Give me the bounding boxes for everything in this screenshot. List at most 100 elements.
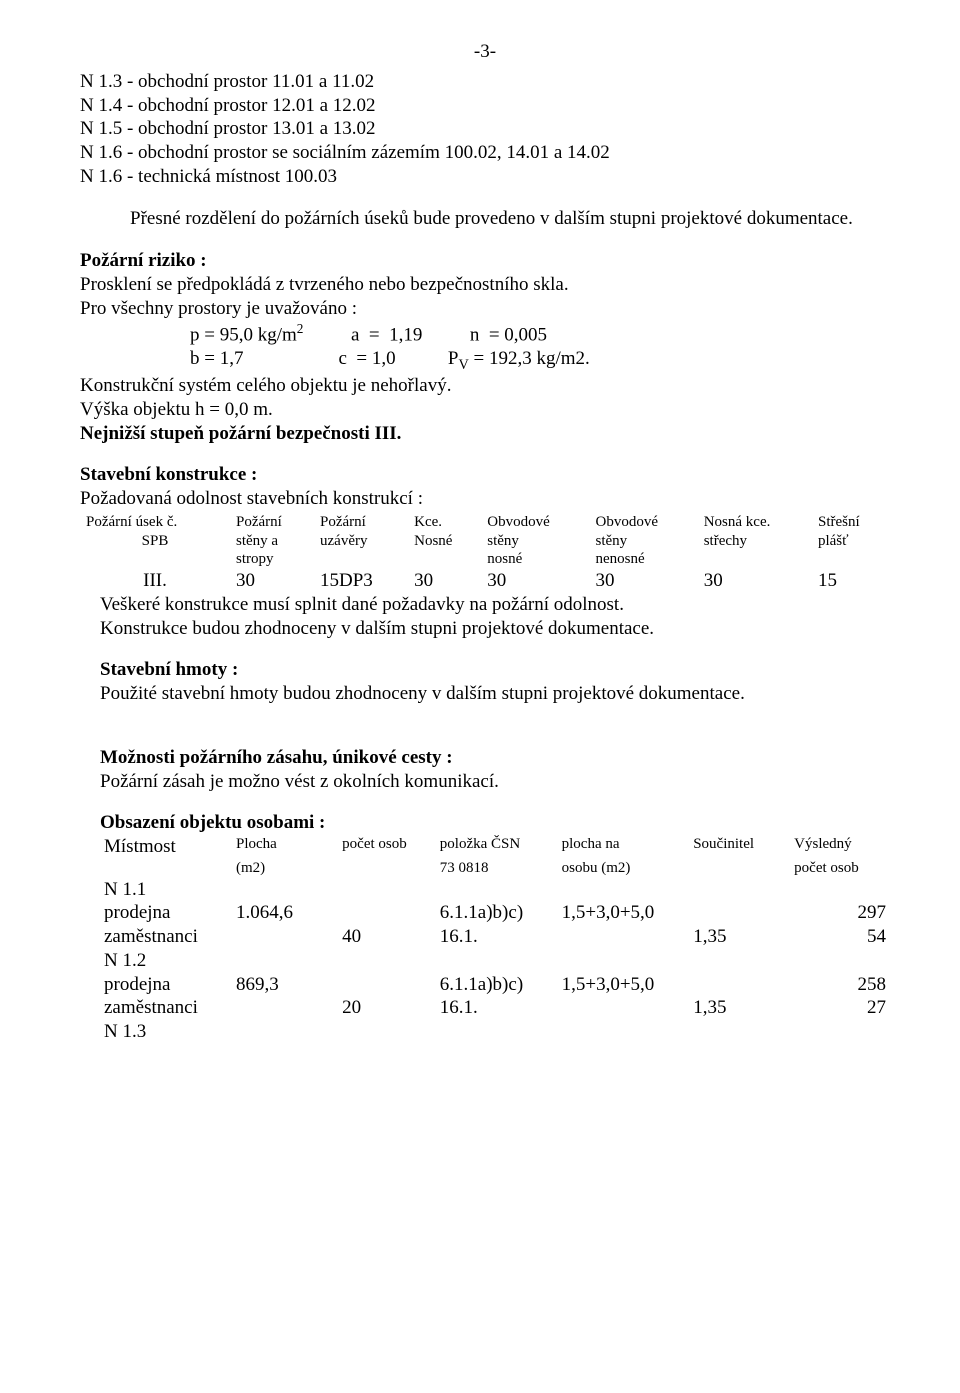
td bbox=[558, 996, 690, 1020]
td bbox=[689, 901, 790, 925]
materials-section: Stavební hmoty : Použité stavební hmoty … bbox=[100, 658, 890, 706]
th: uzávěry bbox=[314, 532, 408, 551]
th: Požární bbox=[314, 513, 408, 532]
th bbox=[314, 550, 408, 569]
fire-risk-line: Prosklení se předpokládá z tvrzeného neb… bbox=[80, 273, 890, 297]
document-page: -3- N 1.3 - obchodní prostor 11.01 a 11.… bbox=[0, 0, 960, 1393]
td: 30 bbox=[481, 569, 589, 593]
td: 1,35 bbox=[689, 996, 790, 1020]
td bbox=[689, 949, 790, 973]
fire-risk-degree: Nejnižší stupeň požární bezpečnosti III. bbox=[80, 422, 890, 446]
td bbox=[558, 925, 690, 949]
page-number: -3- bbox=[80, 40, 890, 64]
param-a: a = 1,19 bbox=[351, 324, 422, 345]
td: prodejna bbox=[100, 973, 232, 997]
param-row: p = 95,0 kg/m2 a = 1,19 n = 0,005 bbox=[190, 321, 890, 347]
table-header-row: Místmost Plocha počet osob položka ČSN p… bbox=[100, 835, 890, 859]
fire-risk-section: Požární riziko : Prosklení se předpoklád… bbox=[80, 249, 890, 445]
th: Místmost bbox=[100, 835, 232, 859]
param-row: b = 1,7 c = 1,0 PV = 192,3 kg/m2. bbox=[190, 347, 890, 375]
td: 16.1. bbox=[436, 996, 558, 1020]
th: Požární bbox=[230, 513, 314, 532]
th: plášť bbox=[812, 532, 890, 551]
td bbox=[790, 949, 890, 973]
td bbox=[232, 925, 338, 949]
td bbox=[558, 1020, 690, 1044]
th: 73 0818 bbox=[436, 859, 558, 878]
td: 1,5+3,0+5,0 bbox=[558, 901, 690, 925]
param-spacer bbox=[396, 348, 448, 369]
td bbox=[436, 1020, 558, 1044]
th: osobu (m2) bbox=[558, 859, 690, 878]
td bbox=[338, 949, 436, 973]
th: počet osob bbox=[790, 859, 890, 878]
fire-risk-heading: Požární riziko : bbox=[80, 249, 890, 273]
th: Střešní bbox=[812, 513, 890, 532]
table-header-row: SPB stěny a uzávěry Nosné stěny stěny st… bbox=[80, 532, 890, 551]
td: 6.1.1a)b)c) bbox=[436, 973, 558, 997]
room-line: N 1.6 - obchodní prostor se sociálním zá… bbox=[80, 141, 890, 165]
th bbox=[698, 550, 812, 569]
firefighting-heading: Možnosti požárního zásahu, únikové cesty… bbox=[100, 746, 890, 770]
td: zaměstnanci bbox=[100, 925, 232, 949]
td: 40 bbox=[338, 925, 436, 949]
table-header-row: Požární úsek č. Požární Požární Kce. Obv… bbox=[80, 513, 890, 532]
th bbox=[689, 859, 790, 878]
table-value-row: III. 30 15DP3 30 30 30 30 15 bbox=[80, 569, 890, 593]
param-spacer bbox=[422, 324, 470, 345]
td bbox=[689, 1020, 790, 1044]
td bbox=[232, 996, 338, 1020]
param-spacer bbox=[243, 348, 338, 369]
td: 258 bbox=[790, 973, 890, 997]
param-c: c = 1,0 bbox=[338, 348, 395, 369]
constructions-note: Veškeré konstrukce musí splnit dané poža… bbox=[100, 593, 890, 617]
param-spacer bbox=[303, 324, 351, 345]
td: 30 bbox=[408, 569, 481, 593]
param-p: p = 95,0 kg/m bbox=[190, 324, 297, 345]
materials-text: Použité stavební hmoty budou zhodnoceny … bbox=[100, 682, 890, 706]
th: Nosná kce. bbox=[698, 513, 812, 532]
td: 1,5+3,0+5,0 bbox=[558, 973, 690, 997]
fire-risk-line: Konstrukční systém celého objektu je neh… bbox=[80, 374, 890, 398]
th: Obvodové bbox=[589, 513, 697, 532]
occupancy-heading: Obsazení objektu osobami : bbox=[100, 811, 890, 835]
table-row: N 1.2 bbox=[100, 949, 890, 973]
th bbox=[338, 859, 436, 878]
room-line: N 1.3 - obchodní prostor 11.01 a 11.02 bbox=[80, 70, 890, 94]
th: stěny a bbox=[230, 532, 314, 551]
td: N 1.3 bbox=[100, 1020, 232, 1044]
td: 20 bbox=[338, 996, 436, 1020]
td: zaměstnanci bbox=[100, 996, 232, 1020]
th: Výsledný bbox=[790, 835, 890, 859]
td bbox=[338, 1020, 436, 1044]
td bbox=[558, 949, 690, 973]
th: položka ČSN bbox=[436, 835, 558, 859]
td: prodejna bbox=[100, 901, 232, 925]
th: SPB bbox=[80, 532, 230, 551]
td: N 1.1 bbox=[100, 878, 232, 902]
td: 1,35 bbox=[689, 925, 790, 949]
param-pv-pre: P bbox=[448, 348, 459, 369]
td bbox=[790, 1020, 890, 1044]
param-n: n = 0,005 bbox=[470, 324, 547, 345]
firefighting-text: Požární zásah je možno vést z okolních k… bbox=[100, 770, 890, 794]
th: Plocha bbox=[232, 835, 338, 859]
td bbox=[232, 949, 338, 973]
table-row: N 1.3 bbox=[100, 1020, 890, 1044]
table-row: prodejna1.064,66.1.1a)b)c)1,5+3,0+5,0297 bbox=[100, 901, 890, 925]
td bbox=[558, 878, 690, 902]
th: nosné bbox=[481, 550, 589, 569]
td bbox=[232, 1020, 338, 1044]
td bbox=[689, 973, 790, 997]
fire-risk-line: Pro všechny prostory je uvažováno : bbox=[80, 297, 890, 321]
table-row: zaměstnanci4016.1.1,3554 bbox=[100, 925, 890, 949]
td: 30 bbox=[230, 569, 314, 593]
th: nenosné bbox=[589, 550, 697, 569]
constructions-heading: Stavební konstrukce : bbox=[80, 463, 890, 487]
th: Obvodové bbox=[481, 513, 589, 532]
td: N 1.2 bbox=[100, 949, 232, 973]
constructions-subheading: Požadovaná odolnost stavebních konstrukc… bbox=[80, 487, 890, 511]
th: Nosné bbox=[408, 532, 481, 551]
td: 1.064,6 bbox=[232, 901, 338, 925]
td: 16.1. bbox=[436, 925, 558, 949]
